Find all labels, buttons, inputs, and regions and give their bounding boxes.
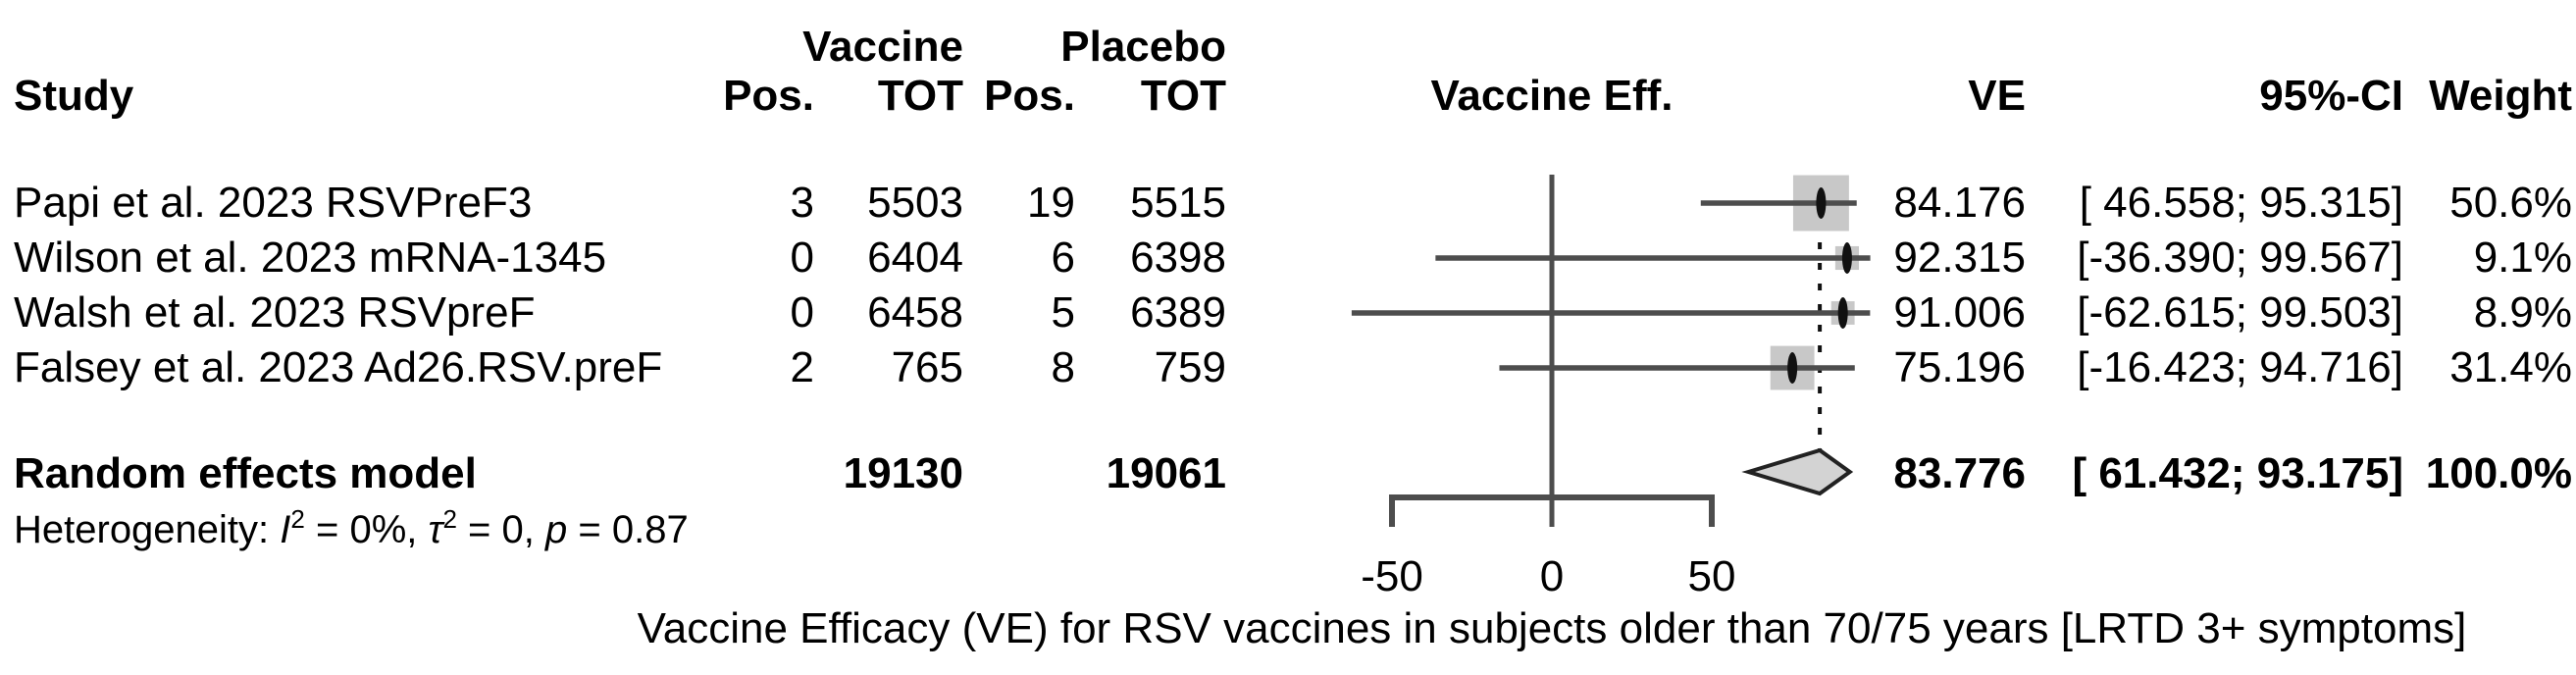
placebo-pos-value: 5 bbox=[1051, 288, 1075, 337]
summary-diamond bbox=[1741, 447, 1854, 496]
summary-ci-value: [ 61.432; 93.175] bbox=[2072, 449, 2403, 497]
ci-value: [-62.615; 99.503] bbox=[2077, 288, 2403, 337]
heterogeneity-part: 2 bbox=[442, 504, 457, 534]
ci-value: [-36.390; 99.567] bbox=[2077, 234, 2403, 282]
weight-value: 9.1% bbox=[2473, 234, 2572, 282]
col-group-vaccine: Vaccine bbox=[802, 23, 963, 71]
heterogeneity-part: Heterogeneity: bbox=[14, 508, 281, 551]
col-header-weight: Weight bbox=[2429, 72, 2572, 120]
x-tick-label: 0 bbox=[1539, 552, 1565, 600]
heterogeneity-part: I bbox=[280, 508, 291, 551]
weight-value: 8.9% bbox=[2473, 288, 2572, 337]
chart-caption: Vaccine Efficacy (VE) for RSV vaccines i… bbox=[637, 604, 2467, 652]
placebo-tot-value: 759 bbox=[1154, 343, 1226, 391]
ci-value: [-16.423; 94.716] bbox=[2077, 343, 2403, 391]
ve-value: 92.315 bbox=[1893, 234, 2026, 282]
col-header-tot-placebo: TOT bbox=[1140, 72, 1226, 120]
heterogeneity-part: p bbox=[545, 508, 568, 551]
vaccine-pos-value: 3 bbox=[790, 179, 814, 227]
summary-ve-value: 83.776 bbox=[1893, 449, 2026, 497]
placebo-tot-value: 5515 bbox=[1130, 179, 1226, 227]
x-tick-label: -50 bbox=[1361, 552, 1423, 600]
x-axis bbox=[1389, 494, 1715, 527]
vaccine-pos-value: 2 bbox=[790, 343, 814, 391]
ci-value: [ 46.558; 95.315] bbox=[2079, 179, 2403, 227]
col-header-tot-vaccine: TOT bbox=[877, 72, 963, 120]
col-header-pos-vaccine: Pos. bbox=[723, 72, 814, 120]
summary-weight-value: 100.0% bbox=[2425, 449, 2572, 497]
heterogeneity-part: τ bbox=[428, 508, 443, 551]
heterogeneity-part: = 0.87 bbox=[567, 508, 689, 551]
col-header-effect-plot: Vaccine Eff. bbox=[1430, 72, 1674, 120]
vaccine-pos-value: 0 bbox=[790, 234, 814, 282]
vaccine-pos-value: 0 bbox=[790, 288, 814, 337]
placebo-tot-value: 6398 bbox=[1130, 234, 1226, 282]
heterogeneity-stats: Heterogeneity: I2 = 0%, τ2 = 0, p = 0.87 bbox=[14, 502, 689, 557]
study-name: Falsey et al. 2023 Ad26.RSV.preF bbox=[14, 343, 663, 391]
col-group-placebo: Placebo bbox=[1060, 23, 1226, 71]
vaccine-tot-value: 765 bbox=[891, 343, 963, 391]
ve-value: 75.196 bbox=[1893, 343, 2026, 391]
point-marker bbox=[1841, 242, 1852, 274]
weight-value: 50.6% bbox=[2449, 179, 2572, 227]
vaccine-tot-value: 6458 bbox=[867, 288, 963, 337]
col-header-ve: VE bbox=[1968, 72, 2026, 120]
heterogeneity-part: 2 bbox=[290, 504, 305, 534]
col-header-study: Study bbox=[14, 72, 134, 120]
vaccine-tot-value: 5503 bbox=[867, 179, 963, 227]
placebo-pos-value: 19 bbox=[1027, 179, 1075, 227]
summary-label: Random effects model bbox=[14, 449, 477, 497]
summary-vaccine-total: 19130 bbox=[843, 449, 963, 497]
ve-value: 84.176 bbox=[1893, 179, 2026, 227]
col-header-pos-placebo: Pos. bbox=[984, 72, 1075, 120]
heterogeneity-part: = 0%, bbox=[304, 508, 429, 551]
heterogeneity-part: = 0, bbox=[456, 508, 545, 551]
placebo-tot-value: 6389 bbox=[1130, 288, 1226, 337]
study-name: Wilson et al. 2023 mRNA-1345 bbox=[14, 234, 607, 282]
point-marker bbox=[1816, 187, 1827, 219]
study-name: Walsh et al. 2023 RSVpreF bbox=[14, 288, 536, 337]
ve-value: 91.006 bbox=[1893, 288, 2026, 337]
summary-placebo-total: 19061 bbox=[1106, 449, 1226, 497]
point-marker bbox=[1787, 352, 1798, 384]
weight-value: 31.4% bbox=[2449, 343, 2572, 391]
placebo-pos-value: 8 bbox=[1051, 343, 1075, 391]
study-name: Papi et al. 2023 RSVPreF3 bbox=[14, 179, 533, 227]
col-header-ci: 95%-CI bbox=[2259, 72, 2403, 120]
placebo-pos-value: 6 bbox=[1051, 234, 1075, 282]
x-tick-label: 50 bbox=[1687, 552, 1736, 600]
vaccine-tot-value: 6404 bbox=[867, 234, 963, 282]
point-marker bbox=[1837, 297, 1848, 329]
